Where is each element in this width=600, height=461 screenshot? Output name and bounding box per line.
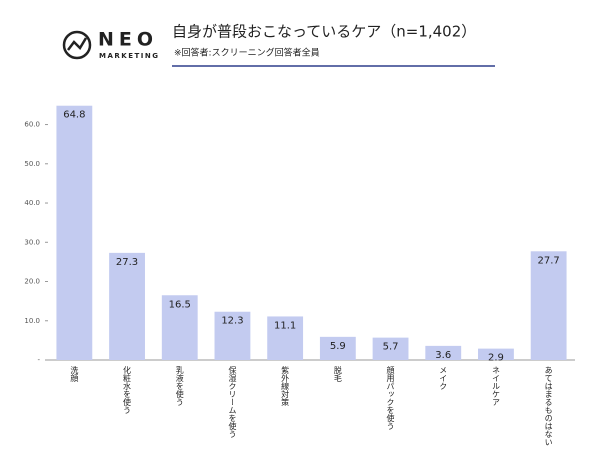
y-tick-label: 10.0 bbox=[24, 317, 40, 325]
x-tick-label: あてはまるものはない bbox=[544, 366, 553, 446]
logo-sub: MARKETING bbox=[99, 52, 159, 60]
value-label: 64.8 bbox=[63, 110, 85, 121]
bar bbox=[214, 311, 251, 360]
value-label: 12.3 bbox=[221, 316, 243, 327]
x-tick-label: 洗顔 bbox=[70, 365, 79, 383]
chart-title: 自身が普段おこなっているケア（n=1,402） bbox=[172, 23, 476, 41]
x-tick-label: 紫外線対策 bbox=[281, 366, 290, 407]
bar bbox=[161, 295, 198, 360]
chart-subtitle: ※回答者:スクリーニング回答者全員 bbox=[174, 47, 320, 59]
value-label: 27.7 bbox=[538, 255, 560, 266]
bar bbox=[109, 252, 145, 360]
y-tick-label: 60.0 bbox=[24, 121, 40, 129]
bar bbox=[56, 105, 93, 360]
x-tick-label: 脱毛 bbox=[333, 365, 342, 382]
y-tick-label: 20.0 bbox=[24, 278, 40, 286]
value-label: 3.6 bbox=[435, 350, 451, 361]
x-tick-label: 化粧水を使う bbox=[123, 365, 132, 414]
bar bbox=[319, 336, 356, 360]
x-tick-label: 顔用パックを使う bbox=[386, 365, 395, 430]
value-label: 5.9 bbox=[330, 341, 346, 352]
value-label: 11.1 bbox=[274, 320, 296, 331]
y-tick-label: - bbox=[37, 356, 40, 364]
value-label: 16.5 bbox=[169, 299, 191, 310]
y-tick-label: 40.0 bbox=[24, 199, 40, 207]
value-label: 5.7 bbox=[383, 342, 399, 353]
y-tick-label: 30.0 bbox=[24, 238, 40, 246]
x-tick-label: ネイルケア bbox=[491, 366, 500, 406]
x-tick-label: 乳液を使う bbox=[175, 365, 184, 406]
bar bbox=[372, 337, 409, 360]
value-label: 2.9 bbox=[488, 353, 504, 364]
x-tick-label: 保湿クリームを使う bbox=[228, 365, 237, 438]
logo-icon-line bbox=[67, 37, 88, 51]
y-tick-label: 50.0 bbox=[24, 160, 40, 168]
value-label: 27.3 bbox=[116, 257, 138, 268]
bar bbox=[478, 348, 514, 360]
bar bbox=[267, 316, 304, 360]
bar bbox=[425, 345, 462, 360]
logo-name: NEO bbox=[98, 29, 158, 51]
logo: NEO MARKETING bbox=[62, 29, 159, 60]
bar bbox=[530, 251, 567, 360]
x-tick-label: メイク bbox=[439, 366, 448, 390]
logo-icon bbox=[62, 30, 92, 60]
